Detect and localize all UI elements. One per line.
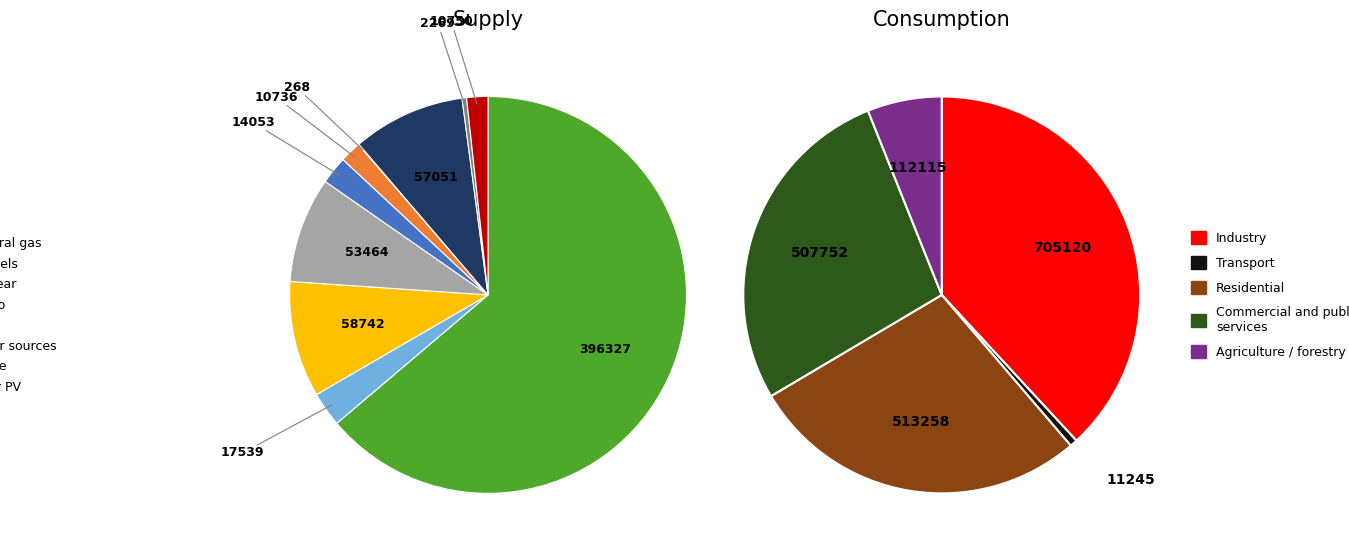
Wedge shape [467, 96, 488, 295]
Text: 507752: 507752 [791, 247, 849, 260]
Text: 112115: 112115 [888, 161, 947, 175]
Title: Consumption: Consumption [873, 10, 1010, 30]
Wedge shape [942, 96, 1140, 441]
Wedge shape [317, 295, 488, 423]
Legend: Industry, Transport, Residential, Commercial and public
services, Agriculture / : Industry, Transport, Residential, Commer… [1186, 226, 1349, 364]
Text: 705120: 705120 [1033, 241, 1091, 255]
Wedge shape [290, 181, 488, 295]
Text: 268: 268 [283, 81, 363, 150]
Text: 513258: 513258 [892, 415, 950, 429]
Text: 11245: 11245 [1106, 473, 1155, 487]
Wedge shape [337, 96, 687, 493]
Wedge shape [772, 295, 1071, 493]
Text: 57051: 57051 [414, 171, 457, 184]
Wedge shape [359, 144, 488, 295]
Legend: Coal, Oil, Natural gas, Biofuels, Nuclear, Hydro, Wind, Other sources, Waste, So: Coal, Oil, Natural gas, Biofuels, Nuclea… [0, 191, 61, 399]
Text: 53464: 53464 [344, 246, 389, 259]
Text: 10750: 10750 [429, 15, 478, 104]
Text: 58742: 58742 [341, 318, 384, 331]
Text: 14053: 14053 [232, 116, 339, 175]
Title: Supply: Supply [452, 10, 523, 30]
Text: 2269: 2269 [421, 17, 464, 105]
Wedge shape [743, 111, 942, 396]
Wedge shape [343, 144, 488, 295]
Wedge shape [461, 98, 488, 295]
Wedge shape [359, 98, 488, 295]
Wedge shape [325, 159, 488, 295]
Wedge shape [290, 281, 488, 395]
Text: 396327: 396327 [579, 343, 631, 356]
Wedge shape [867, 96, 942, 295]
Text: 17539: 17539 [221, 405, 332, 460]
Text: 10736: 10736 [255, 91, 355, 158]
Wedge shape [942, 295, 1077, 446]
